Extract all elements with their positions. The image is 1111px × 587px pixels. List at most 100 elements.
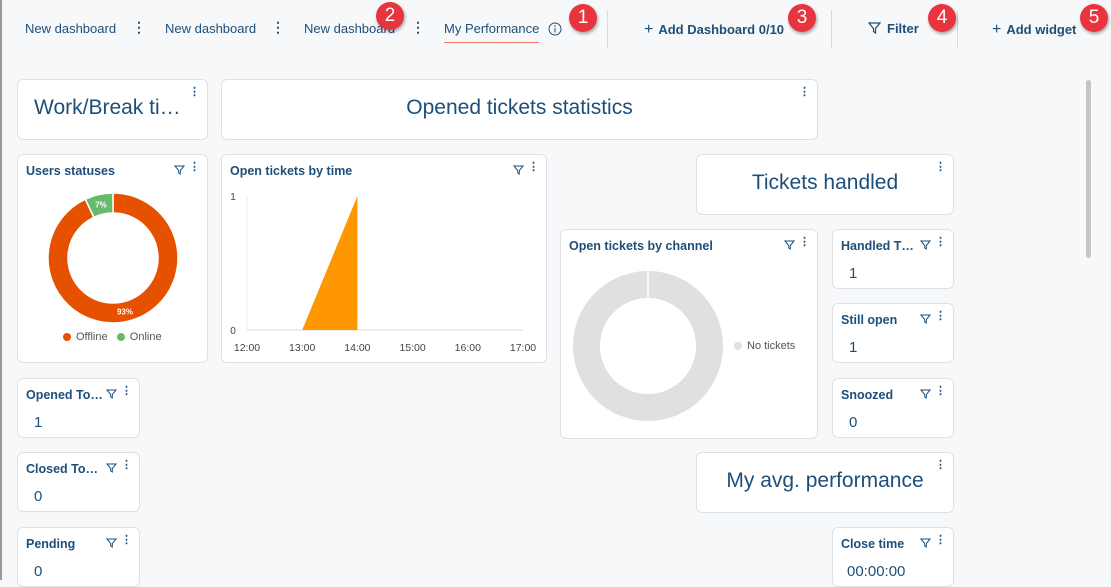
x-tick-label: 15:00 — [399, 342, 425, 354]
legend-swatch — [734, 342, 742, 351]
tab-new-dashboard-3[interactable]: New dashboard — [304, 21, 396, 36]
users-statuses-widget[interactable]: Users statuses ⋮ 93% 7% Offline Online — [17, 154, 208, 363]
widget-title: Handled T… — [841, 239, 914, 253]
tab-new-dashboard-2[interactable]: New dashboard — [165, 21, 257, 36]
tab-my-performance[interactable]: My Performance — [444, 21, 540, 43]
widget-value: 1 — [849, 265, 858, 282]
opened-tickets-statistics-widget[interactable]: Opened tickets statistics ⋮ — [221, 79, 818, 140]
legend-no-tickets: No tickets — [747, 340, 796, 352]
divider — [957, 10, 958, 48]
open-tickets-by-time-widget[interactable]: Open tickets by time ⋮ 0 1 12:00 13:00 14:00… — [221, 154, 547, 363]
more-icon[interactable]: ⋮ — [935, 459, 946, 471]
filter-icon[interactable] — [919, 535, 932, 553]
plus-icon: + — [992, 21, 1002, 38]
tab-menu-icon[interactable]: ⋮ — [271, 19, 285, 35]
open-tickets-area-chart: 0 1 12:00 13:00 14:00 15:00 16:00 17:00 — [230, 192, 536, 354]
widget-title: Open tickets by time — [230, 164, 353, 178]
more-icon[interactable]: ⋮ — [935, 161, 946, 173]
y-tick-label: 1 — [230, 192, 236, 203]
x-tick-label: 14:00 — [344, 342, 370, 354]
more-icon[interactable]: ⋮ — [935, 236, 946, 248]
close-time-widget[interactable]: Close time ⋮ 00:00:00 — [832, 527, 954, 587]
x-tick-label: 16:00 — [455, 342, 481, 354]
widget-value: 0 — [34, 563, 43, 580]
more-icon[interactable]: ⋮ — [799, 236, 810, 248]
widget-title: Users statuses — [26, 164, 115, 178]
widget-title: Opened tickets statistics — [406, 96, 633, 119]
my-avg-performance-widget[interactable]: My avg. performance ⋮ — [696, 452, 954, 513]
filter-icon[interactable] — [783, 237, 796, 255]
legend-swatch-online — [116, 333, 125, 342]
more-icon[interactable]: ⋮ — [935, 534, 946, 546]
widget-title: Snoozed — [841, 388, 894, 402]
slice-label: 7% — [95, 200, 107, 209]
slice-no-tickets — [573, 271, 724, 421]
annotation-badge: 1 — [569, 4, 597, 32]
more-icon[interactable]: ⋮ — [121, 534, 132, 546]
widget-title: Pending — [26, 537, 76, 551]
widget-title: Tickets handled — [751, 171, 899, 194]
filter-icon[interactable] — [919, 386, 932, 404]
work-break-widget[interactable]: Work/Break ti… ⋮ — [17, 79, 208, 140]
filter-icon[interactable] — [512, 162, 525, 180]
tab-new-dashboard-1[interactable]: New dashboard — [25, 21, 117, 36]
more-icon[interactable]: ⋮ — [189, 86, 200, 98]
users-statuses-donut: 93% 7% — [47, 192, 179, 324]
filter-icon[interactable] — [105, 535, 118, 553]
filter-icon[interactable] — [919, 237, 932, 255]
opened-today-widget[interactable]: Opened To… ⋮ 1 — [17, 378, 140, 438]
filter-label: Filter — [887, 21, 919, 36]
widget-value: 0 — [34, 488, 43, 505]
more-icon[interactable]: ⋮ — [528, 161, 539, 173]
legend-swatch-offline — [63, 333, 71, 342]
widget-title: Work/Break ti… — [34, 96, 181, 119]
filter-icon[interactable] — [173, 162, 186, 180]
widget-title: Close time — [841, 537, 905, 551]
add-dashboard-button[interactable]: + Add Dashboard 0/10 — [644, 21, 784, 39]
more-icon[interactable]: ⋮ — [189, 161, 200, 173]
annotation-badge: 2 — [376, 2, 404, 30]
slice-offline — [47, 192, 179, 324]
handled-today-widget[interactable]: Handled T… ⋮ 1 — [832, 229, 954, 289]
more-icon[interactable]: ⋮ — [935, 310, 946, 322]
info-icon[interactable] — [548, 22, 562, 36]
channel-donut — [573, 271, 724, 421]
filter-icon[interactable] — [105, 460, 118, 478]
filter-button[interactable]: Filter — [867, 21, 919, 36]
pending-widget[interactable]: Pending ⋮ 0 — [17, 527, 140, 587]
widget-value: 0 — [849, 414, 858, 431]
tab-menu-icon[interactable]: ⋮ — [132, 19, 146, 35]
more-icon[interactable]: ⋮ — [935, 385, 946, 397]
add-dashboard-label: Add Dashboard 0/10 — [658, 22, 785, 37]
x-tick-label: 12:00 — [234, 342, 260, 354]
filter-icon[interactable] — [919, 311, 932, 329]
slice-online — [84, 192, 114, 219]
legend: No tickets — [734, 340, 795, 352]
legend: Offline Online — [63, 331, 162, 343]
x-tick-label: 13:00 — [289, 342, 315, 354]
tab-menu-icon[interactable]: ⋮ — [411, 19, 425, 35]
y-tick-label: 0 — [230, 326, 236, 337]
open-tickets-by-channel-widget[interactable]: Open tickets by channel ⋮ No tickets — [560, 229, 818, 439]
widget-title: Opened To… — [26, 388, 103, 402]
add-widget-button[interactable]: + Add widget — [992, 21, 1076, 39]
more-icon[interactable]: ⋮ — [121, 385, 132, 397]
closed-today-widget[interactable]: Closed To… ⋮ 0 — [17, 452, 140, 512]
more-icon[interactable]: ⋮ — [799, 86, 810, 98]
widget-title: Closed To… — [26, 462, 98, 476]
snoozed-widget[interactable]: Snoozed ⋮ 0 — [832, 378, 954, 438]
annotation-badge: 3 — [788, 4, 816, 32]
annotation-badge: 4 — [928, 4, 956, 32]
tickets-handled-widget[interactable]: Tickets handled ⋮ — [696, 154, 954, 215]
scrollbar[interactable] — [1086, 80, 1091, 258]
still-open-widget[interactable]: Still open ⋮ 1 — [832, 303, 954, 363]
filter-icon — [867, 22, 882, 35]
annotation-badge: 5 — [1080, 4, 1108, 32]
legend-online: Online — [129, 331, 162, 343]
widget-value: 00:00:00 — [847, 563, 906, 580]
window-edge — [0, 0, 2, 580]
legend-offline: Offline — [76, 331, 108, 343]
filter-icon[interactable] — [105, 386, 118, 404]
area-series — [247, 196, 358, 330]
more-icon[interactable]: ⋮ — [121, 459, 132, 471]
